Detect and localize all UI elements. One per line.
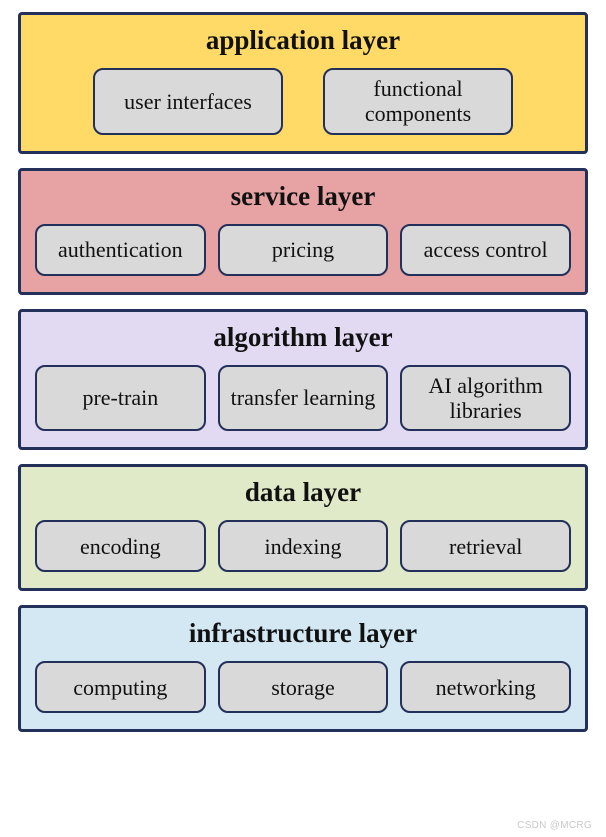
box-computing: computing: [35, 661, 206, 713]
layer-title: service layer: [35, 181, 571, 212]
box-pricing: pricing: [218, 224, 389, 276]
box-ai-algorithm-libraries: AI algorithm libraries: [400, 365, 571, 432]
layer-title: algorithm layer: [35, 322, 571, 353]
box-indexing: indexing: [218, 520, 389, 572]
layer-boxes: pre-train transfer learning AI algorithm…: [35, 365, 571, 432]
layer-boxes: user interfaces functional components: [35, 68, 571, 135]
layer-boxes: computing storage networking: [35, 661, 571, 713]
watermark: CSDN @MCRG: [517, 820, 592, 831]
layer-algorithm: algorithm layer pre-train transfer learn…: [18, 309, 588, 451]
layer-boxes: authentication pricing access control: [35, 224, 571, 276]
box-encoding: encoding: [35, 520, 206, 572]
box-transfer-learning: transfer learning: [218, 365, 389, 432]
layer-title: application layer: [35, 25, 571, 56]
layer-service: service layer authentication pricing acc…: [18, 168, 588, 295]
box-retrieval: retrieval: [400, 520, 571, 572]
box-authentication: authentication: [35, 224, 206, 276]
layer-title: infrastructure layer: [35, 618, 571, 649]
box-user-interfaces: user interfaces: [93, 68, 283, 135]
layer-application: application layer user interfaces functi…: [18, 12, 588, 154]
layer-title: data layer: [35, 477, 571, 508]
layer-boxes: encoding indexing retrieval: [35, 520, 571, 572]
layer-data: data layer encoding indexing retrieval: [18, 464, 588, 591]
box-pre-train: pre-train: [35, 365, 206, 432]
box-networking: networking: [400, 661, 571, 713]
box-storage: storage: [218, 661, 389, 713]
layer-infrastructure: infrastructure layer computing storage n…: [18, 605, 588, 732]
box-functional-components: functional components: [323, 68, 513, 135]
box-access-control: access control: [400, 224, 571, 276]
